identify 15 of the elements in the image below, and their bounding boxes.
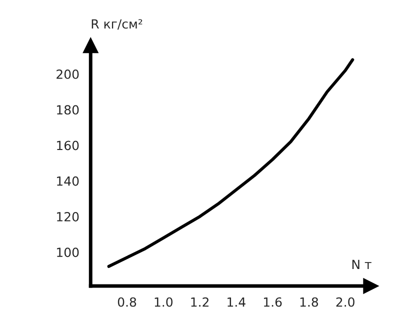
y-tick-label: 100 — [57, 248, 79, 258]
x-tick-label: 2.0 — [336, 297, 354, 307]
x-tick-label: 1.8 — [300, 297, 318, 307]
y-tick-label: 200 — [56, 69, 79, 79]
y-axis-title: R кг/см² — [92, 19, 142, 30]
y-tick-label: 140 — [57, 176, 79, 186]
x-tick-label: 1.2 — [191, 297, 208, 307]
y-tick-label: 180 — [57, 105, 79, 115]
y-tick-label: 160 — [57, 140, 79, 150]
x-axis-title: N т — [352, 260, 372, 269]
y-tick-label: 120 — [57, 212, 79, 222]
x-tick-label: 1.4 — [228, 297, 246, 307]
x-tick-label: 1.6 — [264, 297, 282, 307]
x-tick-label: 0.8 — [118, 297, 136, 307]
x-tick-label: 1.0 — [154, 297, 173, 307]
